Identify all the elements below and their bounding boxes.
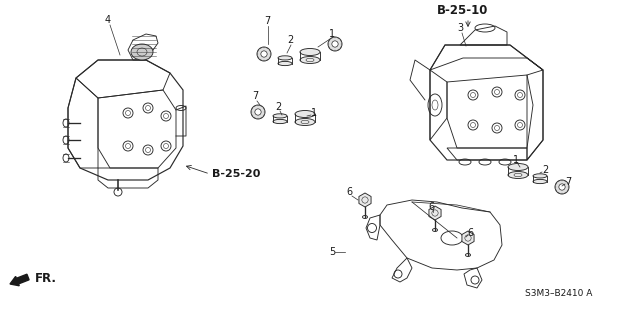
Polygon shape xyxy=(359,193,371,207)
Circle shape xyxy=(257,47,271,61)
Ellipse shape xyxy=(273,119,287,123)
Circle shape xyxy=(251,105,265,119)
Text: 3: 3 xyxy=(457,23,463,33)
Text: 7: 7 xyxy=(264,16,270,26)
Text: 2: 2 xyxy=(275,102,281,112)
Ellipse shape xyxy=(131,44,153,60)
Ellipse shape xyxy=(295,110,315,117)
Ellipse shape xyxy=(295,118,315,125)
Circle shape xyxy=(555,180,569,194)
Ellipse shape xyxy=(278,56,292,60)
FancyArrow shape xyxy=(10,274,29,286)
Ellipse shape xyxy=(278,61,292,66)
Text: FR.: FR. xyxy=(35,271,57,285)
Text: 6: 6 xyxy=(346,187,352,197)
Circle shape xyxy=(255,109,261,115)
Text: 1: 1 xyxy=(513,155,519,165)
Text: 1: 1 xyxy=(311,108,317,118)
Circle shape xyxy=(328,37,342,51)
Text: 7: 7 xyxy=(565,177,571,187)
Text: 6: 6 xyxy=(467,228,473,238)
Text: 6: 6 xyxy=(428,202,434,212)
Circle shape xyxy=(261,51,267,57)
Ellipse shape xyxy=(508,164,528,170)
Text: B-25-10: B-25-10 xyxy=(437,4,488,18)
Ellipse shape xyxy=(273,114,287,118)
Circle shape xyxy=(332,41,338,47)
Ellipse shape xyxy=(300,48,320,56)
Ellipse shape xyxy=(533,179,547,184)
Ellipse shape xyxy=(533,174,547,178)
Text: S3M3–B2410 A: S3M3–B2410 A xyxy=(525,288,593,298)
Text: 4: 4 xyxy=(105,15,111,25)
Text: 2: 2 xyxy=(287,35,293,45)
Text: 1: 1 xyxy=(329,29,335,39)
Text: 7: 7 xyxy=(252,91,258,101)
Polygon shape xyxy=(462,231,474,245)
Text: 5: 5 xyxy=(329,247,335,257)
Text: B-25-20: B-25-20 xyxy=(212,169,260,179)
Ellipse shape xyxy=(508,172,528,179)
Circle shape xyxy=(559,184,565,190)
Text: 2: 2 xyxy=(542,165,548,175)
Polygon shape xyxy=(429,206,441,220)
Ellipse shape xyxy=(300,56,320,63)
